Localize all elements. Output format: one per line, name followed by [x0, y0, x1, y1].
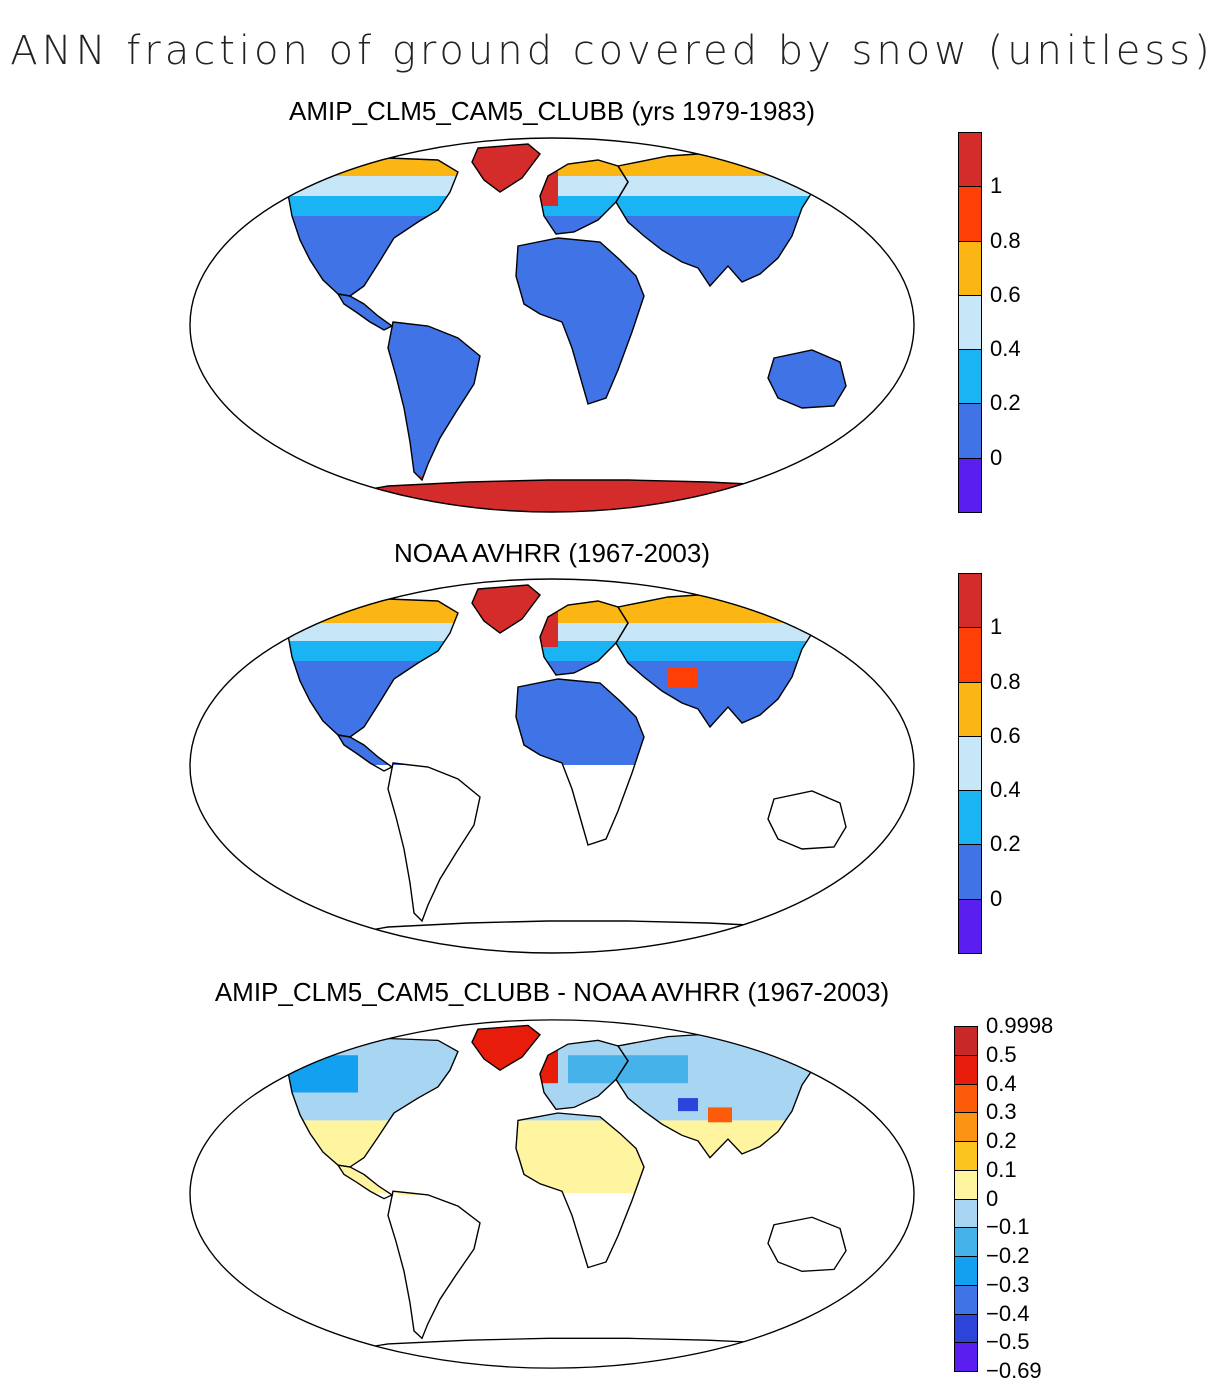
snow-band-mid — [288, 196, 846, 216]
colorbar-swatch — [958, 681, 982, 737]
map-border — [189, 137, 915, 513]
colorbar-swatch — [958, 186, 982, 242]
snow-band-boreal — [288, 623, 846, 641]
colorbar-label: −0.3 — [986, 1271, 1030, 1297]
tibet-cell — [668, 667, 698, 687]
colorbar-swatch — [954, 1342, 978, 1372]
snow-band-boreal — [288, 176, 846, 196]
colorbar-label: 1 — [990, 614, 1003, 640]
colorbar-label: 0.9998 — [986, 1013, 1054, 1038]
diff-cell-tibet — [708, 1107, 732, 1123]
colorbar-swatch — [954, 1256, 978, 1286]
coastline-ca — [336, 1164, 394, 1200]
coastline-au — [767, 790, 847, 850]
colorbar-swatch — [954, 1112, 978, 1142]
colorbar-swatch — [958, 790, 982, 846]
colorbar-swatch — [958, 627, 982, 683]
colorbar-swatch — [958, 240, 982, 296]
panel-3-map — [189, 1019, 915, 1369]
coastline-eu — [539, 600, 629, 676]
colorbar-label: −0.69 — [986, 1358, 1042, 1383]
coastline-ca — [336, 734, 394, 772]
colorbar-label: 0.4 — [990, 336, 1021, 362]
colorbar-label: −0.5 — [986, 1329, 1030, 1355]
colorbar-label: 0.3 — [986, 1099, 1017, 1125]
coastline-gl — [471, 1024, 541, 1071]
colorbar-label: 0.4 — [986, 1070, 1017, 1096]
panel-3-title: AMIP_CLM5_CAM5_CLUBB - NOAA AVHRR (1967-… — [214, 977, 890, 1007]
colorbar-label: 0.4 — [990, 777, 1021, 803]
coastline-eu — [539, 159, 629, 235]
colorbar-label: 0.6 — [990, 722, 1021, 748]
colorbar-label: 0 — [990, 444, 1003, 470]
panel-1-title: AMIP_CLM5_CAM5_CLUBB (yrs 1979-1983) — [289, 96, 815, 126]
colorbar-swatch — [958, 294, 982, 351]
colorbar-label: 0.8 — [990, 668, 1021, 694]
panel-2-colorbar: 1 0.8 0.6 0.4 0.2 0 — [958, 573, 1098, 954]
colorbar-label: 1 — [990, 173, 1003, 199]
coastline-gl — [471, 584, 541, 634]
panel-1-map — [189, 137, 915, 513]
coastline-sa — [387, 321, 481, 482]
colorbar-swatch — [954, 1227, 978, 1257]
panel-3-colorbar: 0.9998 0.5 0.4 0.3 0.2 0.1 0 −0.1 −0.2 −0.3 −0.4 −0… — [954, 1013, 1104, 1383]
colorbar-swatch — [954, 1313, 978, 1344]
coastline-sa — [387, 1190, 481, 1340]
snow-band-mid — [288, 641, 846, 661]
coastline-an — [317, 479, 829, 512]
snow-band-antarctic — [288, 476, 846, 512]
colorbar-swatch — [958, 403, 982, 459]
panel-1-colorbar: 1 0.8 0.6 0.4 0.2 0 — [958, 132, 1098, 513]
coastline-eu — [539, 1039, 629, 1110]
coastline-au — [767, 1216, 847, 1272]
coastline-au — [767, 349, 847, 409]
colorbar-label: 0 — [986, 1185, 999, 1211]
colorbar-label: 0.2 — [990, 390, 1021, 416]
diff-cell-central-asia — [678, 1098, 698, 1112]
colorbar-swatch — [958, 844, 982, 900]
colorbar-label: 0.5 — [986, 1041, 1017, 1067]
map-border — [189, 578, 915, 954]
colorbar-swatch — [954, 1284, 978, 1315]
coastline-af — [515, 1112, 645, 1269]
colorbar-swatch — [954, 1198, 978, 1229]
colorbar-swatch — [958, 349, 982, 405]
coastline-ca — [336, 293, 394, 331]
coastline-na — [287, 598, 459, 738]
colorbar-label: 0.8 — [990, 227, 1021, 253]
colorbar-swatch — [954, 1083, 978, 1114]
coastline-an — [317, 1337, 829, 1369]
colorbar-swatch — [954, 1141, 978, 1171]
coastline-na — [287, 157, 459, 297]
colorbar-label: −0.1 — [986, 1214, 1030, 1240]
coastline-an — [317, 920, 829, 953]
colorbar-label: 0.1 — [986, 1156, 1017, 1182]
figure-title: ANN fraction of ground covered by snow (… — [10, 28, 1214, 74]
colorbar-label: 0 — [990, 885, 1003, 911]
coastline-sa — [387, 762, 481, 923]
colorbar-swatch — [958, 735, 982, 792]
map-border — [189, 1019, 915, 1369]
coastline-na — [287, 1037, 459, 1168]
panel-2-map — [189, 578, 915, 954]
colorbar-label: 0.2 — [990, 831, 1021, 857]
diff-cell-siberia — [568, 1055, 688, 1084]
colorbar-swatch — [958, 898, 982, 954]
panel-2-title: NOAA AVHRR (1967-2003) — [394, 538, 710, 568]
coastline-af — [515, 678, 645, 846]
colorbar-swatch — [958, 457, 982, 513]
colorbar-swatch — [958, 573, 982, 629]
colorbar-swatch — [954, 1054, 978, 1085]
colorbar-swatch — [954, 1169, 978, 1200]
colorbar-swatch — [954, 1026, 978, 1056]
coastline-gl — [471, 143, 541, 193]
colorbar-label: −0.4 — [986, 1300, 1030, 1326]
colorbar-label: 0.2 — [986, 1128, 1017, 1153]
coastline-af — [515, 237, 645, 405]
colorbar-label: −0.2 — [986, 1243, 1030, 1268]
colorbar-label: 0.6 — [990, 281, 1021, 307]
colorbar-swatch — [958, 132, 982, 188]
